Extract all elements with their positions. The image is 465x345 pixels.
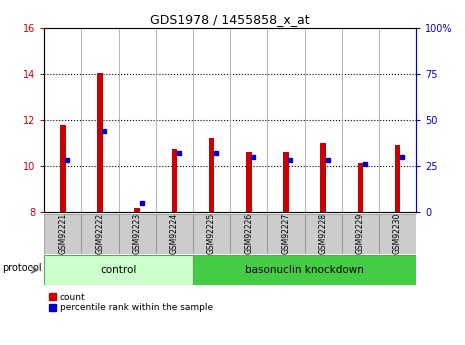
Bar [230,214,267,254]
Bar [246,152,252,212]
Bar [305,214,342,254]
Text: GSM92226: GSM92226 [244,213,253,254]
Text: GSM92223: GSM92223 [133,213,142,254]
Bar [81,214,119,254]
Text: GSM92229: GSM92229 [356,213,365,254]
Text: basonuclin knockdown: basonuclin knockdown [245,265,364,275]
Bar [193,255,416,285]
Bar [193,214,230,254]
Bar [44,255,193,285]
Bar [283,152,289,212]
Text: GSM92230: GSM92230 [393,213,402,254]
Bar [172,149,177,212]
Bar [379,214,416,254]
Bar [119,214,156,254]
Bar [267,214,305,254]
Legend: count, percentile rank within the sample: count, percentile rank within the sample [49,293,213,312]
Text: GSM92224: GSM92224 [170,213,179,254]
Text: GSM92222: GSM92222 [95,213,105,254]
Bar [97,72,103,212]
Bar [44,214,81,254]
Text: GSM92221: GSM92221 [58,213,67,254]
Bar [342,214,379,254]
Text: protocol: protocol [2,264,42,274]
Text: GSM92228: GSM92228 [319,213,328,254]
Bar [358,162,363,212]
Text: GSM92227: GSM92227 [281,213,291,254]
Bar [60,125,66,212]
Title: GDS1978 / 1455858_x_at: GDS1978 / 1455858_x_at [150,13,310,27]
Bar [209,138,214,212]
Text: GSM92225: GSM92225 [207,213,216,254]
Bar [395,145,400,212]
Bar [134,208,140,212]
Bar [320,143,326,212]
Bar [156,214,193,254]
Text: control: control [100,265,137,275]
